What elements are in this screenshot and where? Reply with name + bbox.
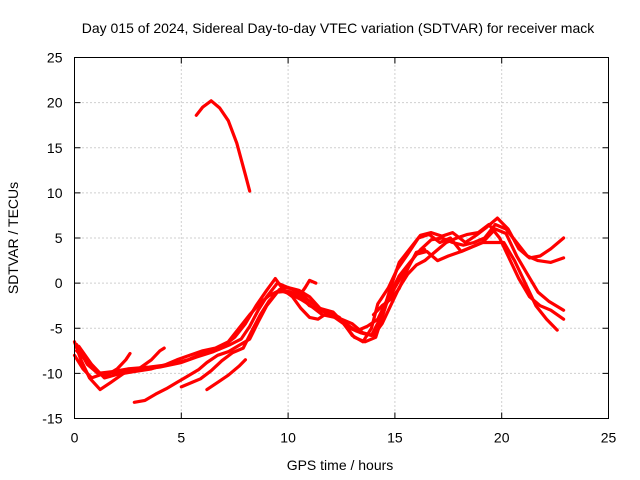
x-tick-label: 0 (71, 430, 79, 446)
x-tick-label: 25 (601, 430, 617, 446)
y-tick-label: 25 (47, 50, 63, 66)
y-tick-labels: -15 -10 -5 0 5 10 15 20 25 (42, 50, 62, 427)
y-tick-label: 0 (55, 275, 63, 291)
x-tick-label: 20 (494, 430, 510, 446)
x-axis-title: GPS time / hours (287, 457, 394, 473)
series-line-pass-9 (297, 278, 318, 299)
y-axis-title: SDTVAR / TECUs (5, 182, 21, 294)
x-tick-label: 15 (387, 430, 403, 446)
y-tick-label: 15 (47, 140, 63, 156)
plot-frame (74, 57, 609, 419)
series-line-pass-7 (77, 222, 566, 380)
y-tick-label: -5 (50, 320, 63, 336)
y-tick-label: -10 (42, 365, 62, 381)
series-line-pass-10 (371, 248, 427, 317)
y-tick-label: 5 (55, 230, 63, 246)
chart-title: Day 015 of 2024, Sidereal Day-to-day VTE… (82, 20, 595, 36)
x-tick-label: 5 (177, 430, 185, 446)
series-line-pass-11 (194, 99, 252, 193)
x-tick-labels: 0 5 10 15 20 25 (71, 430, 617, 446)
series-line-pass-1 (72, 340, 166, 392)
series-line-pass-4 (75, 227, 566, 375)
x-tick-label: 10 (280, 430, 296, 446)
y-tick-label: 20 (47, 95, 63, 111)
y-tick-label: 10 (47, 185, 63, 201)
series-line-pass-6 (179, 222, 566, 389)
grid-lines (74, 57, 609, 419)
series-line-pass-8 (205, 358, 247, 392)
y-tick-label: -15 (42, 411, 62, 427)
data-series (72, 99, 566, 404)
